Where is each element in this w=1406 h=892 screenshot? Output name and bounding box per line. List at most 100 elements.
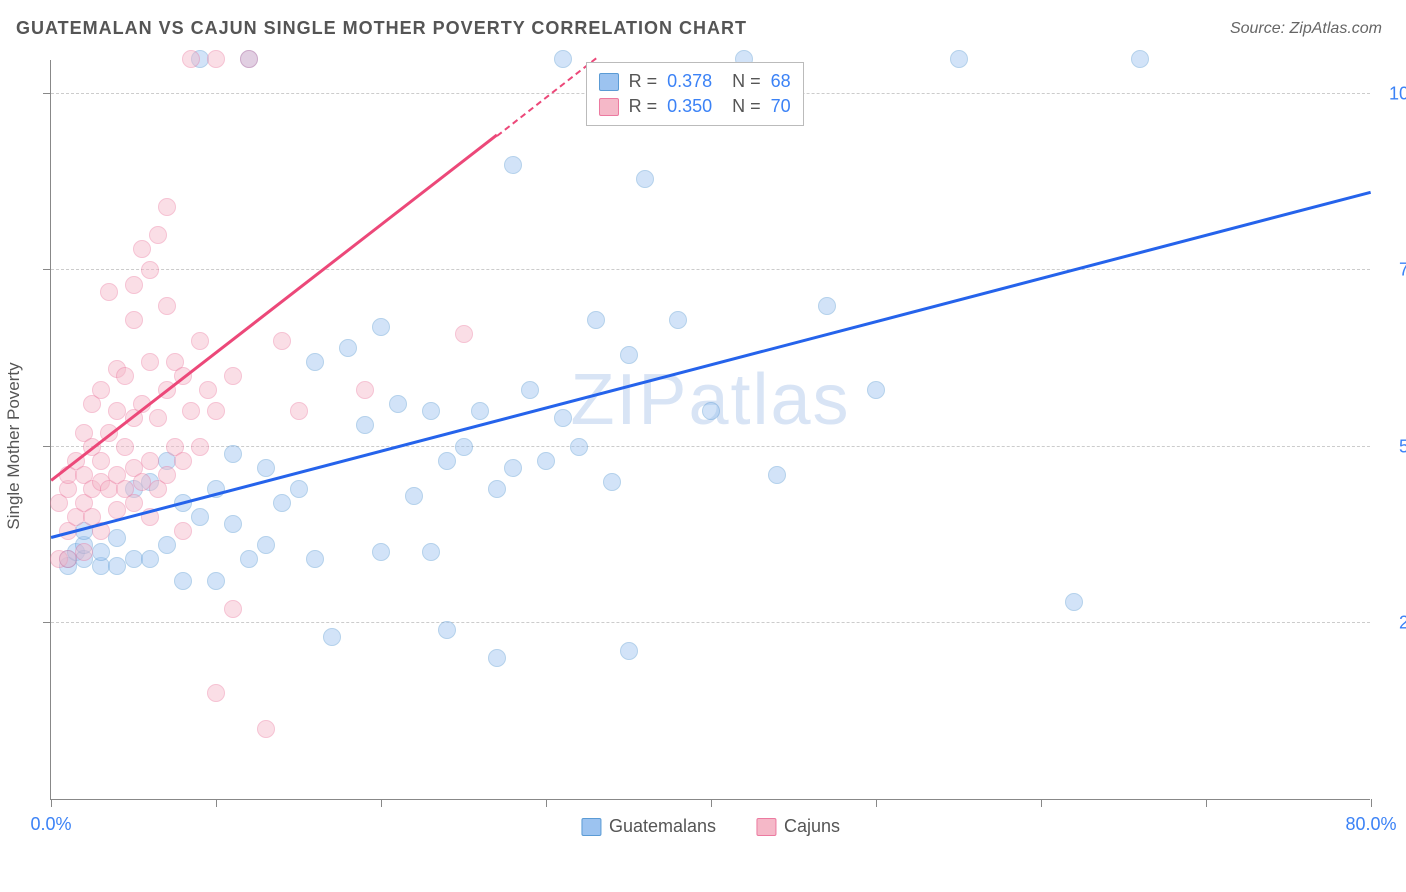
data-point <box>191 438 209 456</box>
plot-area: ZIPatlas 25.0%50.0%75.0%100.0%0.0%80.0% … <box>50 60 1370 800</box>
data-point <box>537 452 555 470</box>
data-point <box>141 550 159 568</box>
data-point <box>191 508 209 526</box>
trend-line <box>50 134 497 481</box>
data-point <box>257 459 275 477</box>
data-point <box>125 311 143 329</box>
data-point <box>422 543 440 561</box>
data-point <box>174 522 192 540</box>
data-point <box>182 402 200 420</box>
source-attribution: Source: ZipAtlas.com <box>1230 20 1382 38</box>
y-axis-label: Single Mother Poverty <box>4 362 24 529</box>
data-point <box>224 600 242 618</box>
data-point <box>125 276 143 294</box>
data-point <box>273 332 291 350</box>
data-point <box>158 198 176 216</box>
xtick-label: 80.0% <box>1345 814 1396 835</box>
data-point <box>323 628 341 646</box>
data-point <box>521 381 539 399</box>
data-point <box>92 381 110 399</box>
data-point <box>125 494 143 512</box>
xtick-label: 0.0% <box>30 814 71 835</box>
data-point <box>207 684 225 702</box>
data-point <box>240 550 258 568</box>
data-point <box>438 621 456 639</box>
data-point <box>620 642 638 660</box>
watermark: ZIPatlas <box>570 359 850 441</box>
data-point <box>116 367 134 385</box>
data-point <box>174 572 192 590</box>
data-point <box>372 543 390 561</box>
data-point <box>570 438 588 456</box>
data-point <box>75 543 93 561</box>
data-point <box>306 353 324 371</box>
data-point <box>108 529 126 547</box>
data-point <box>603 473 621 491</box>
data-point <box>867 381 885 399</box>
data-point <box>1131 50 1149 68</box>
data-point <box>1065 593 1083 611</box>
data-point <box>100 283 118 301</box>
data-point <box>620 346 638 364</box>
data-point <box>141 261 159 279</box>
data-point <box>438 452 456 470</box>
data-point <box>950 50 968 68</box>
data-point <box>59 550 77 568</box>
data-point <box>636 170 654 188</box>
legend-swatch-icon <box>581 818 601 836</box>
legend-label: Cajuns <box>784 816 840 837</box>
data-point <box>554 409 572 427</box>
stats-box: R = 0.378N = 68R = 0.350N = 70 <box>586 62 804 126</box>
data-point <box>488 480 506 498</box>
data-point <box>455 325 473 343</box>
data-point <box>174 452 192 470</box>
data-point <box>405 487 423 505</box>
data-point <box>290 480 308 498</box>
data-point <box>422 402 440 420</box>
data-point <box>158 466 176 484</box>
data-point <box>455 438 473 456</box>
legend: Guatemalans Cajuns <box>581 816 840 837</box>
data-point <box>207 572 225 590</box>
data-point <box>257 536 275 554</box>
data-point <box>182 50 200 68</box>
data-point <box>92 452 110 470</box>
stats-row: R = 0.378N = 68 <box>599 69 791 94</box>
ytick-label: 100.0% <box>1380 84 1406 105</box>
trend-line <box>51 190 1372 538</box>
data-point <box>488 649 506 667</box>
chart-title: GUATEMALAN VS CAJUN SINGLE MOTHER POVERT… <box>16 18 747 39</box>
data-point <box>158 536 176 554</box>
data-point <box>356 416 374 434</box>
data-point <box>207 402 225 420</box>
data-point <box>207 50 225 68</box>
stats-row: R = 0.350N = 70 <box>599 94 791 119</box>
data-point <box>133 240 151 258</box>
legend-item-guatemalans: Guatemalans <box>581 816 716 837</box>
data-point <box>356 381 374 399</box>
data-point <box>273 494 291 512</box>
data-point <box>290 402 308 420</box>
data-point <box>108 402 126 420</box>
data-point <box>125 550 143 568</box>
legend-item-cajuns: Cajuns <box>756 816 840 837</box>
ytick-label: 50.0% <box>1380 436 1406 457</box>
data-point <box>224 445 242 463</box>
data-point <box>149 409 167 427</box>
data-point <box>257 720 275 738</box>
gridline <box>51 269 1370 270</box>
data-point <box>141 452 159 470</box>
data-point <box>587 311 605 329</box>
data-point <box>149 226 167 244</box>
data-point <box>471 402 489 420</box>
trend-line <box>496 57 596 136</box>
data-point <box>504 459 522 477</box>
data-point <box>199 381 217 399</box>
data-point <box>116 438 134 456</box>
data-point <box>240 50 258 68</box>
data-point <box>141 353 159 371</box>
data-point <box>669 311 687 329</box>
data-point <box>224 367 242 385</box>
gridline <box>51 446 1370 447</box>
ytick-label: 25.0% <box>1380 612 1406 633</box>
